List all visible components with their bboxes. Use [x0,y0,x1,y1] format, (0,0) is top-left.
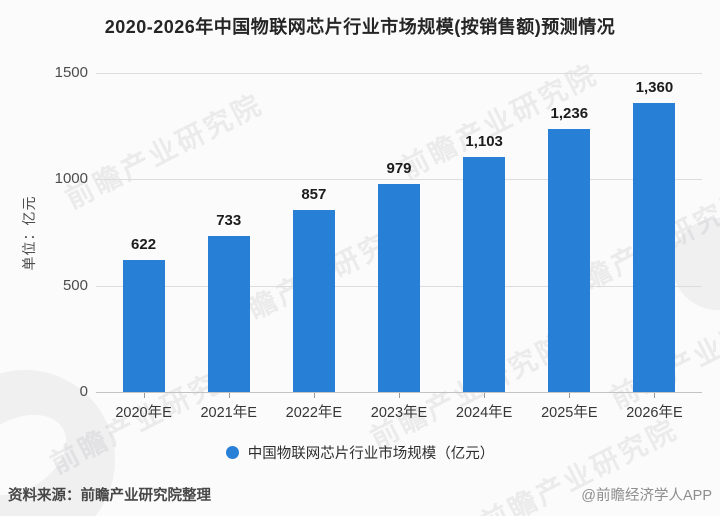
bar-value-2024年E: 1,103 [465,133,503,150]
bar-value-2023年E: 979 [386,160,412,177]
data-source-text: 资料来源：前瞻产业研究院整理 [8,488,211,504]
x-label-2023年E: 2023年E [370,405,428,421]
bar-2024年E [463,157,506,392]
legend-marker-icon [225,446,239,459]
bar-2025年E [548,129,591,392]
x-label-2021年E: 2021年E [200,405,257,421]
bar-2020年E [122,260,165,392]
y-tick-500: 500 [62,276,88,294]
y-tick-1500: 1500 [54,64,88,81]
legend: 中国物联网芯片行业市场规模（亿元） [0,442,720,463]
bar-value-2021年E: 733 [216,212,242,229]
y-axis-unit-label: 单位：亿元 [21,195,37,271]
x-label-2020年E: 2020年E [115,405,172,421]
bar-2026年E [633,103,676,392]
legend-label: 中国物联网芯片行业市场规模（亿元） [247,446,495,462]
credit-text: @前瞻经济学人APP [581,488,712,504]
bar-value-2020年E: 622 [131,236,157,253]
x-tick-2020年E [143,393,145,398]
x-tick-2025年E [569,393,571,398]
x-tick-2021年E [228,393,230,398]
watermark-text: 前瞻产业研究院 [60,88,268,215]
x-tick-2023年E [399,393,400,398]
bar-value-2026年E: 1,360 [635,79,674,96]
x-tick-2026年E [654,393,656,398]
x-axis-line [96,392,702,393]
bar-value-2022年E: 857 [301,186,327,203]
bar-2023年E [378,184,420,392]
bar-2021年E [207,236,250,392]
x-label-2022年E: 2022年E [285,405,343,421]
bar-value-2025年E: 1,236 [550,105,589,122]
y-tick-0: 0 [79,383,88,400]
bar-2022年E [292,210,335,392]
x-label-2024年E: 2024年E [455,405,513,421]
footer: 资料来源：前瞻产业研究院整理 @前瞻经济学人APP [0,481,720,516]
x-label-2026年E: 2026年E [626,405,683,421]
chart-title: 2020-2026年中国物联网芯片行业市场规模(按销售额)预测情况 [104,17,616,37]
x-label-2025年E: 2025年E [541,405,598,421]
x-tick-2022年E [313,393,315,398]
x-tick-2024年E [484,393,486,398]
gridline-1500 [96,73,702,74]
y-tick-1000: 1000 [54,170,88,188]
gridline-1000 [96,179,702,181]
watermark-logo-circle [672,218,720,310]
